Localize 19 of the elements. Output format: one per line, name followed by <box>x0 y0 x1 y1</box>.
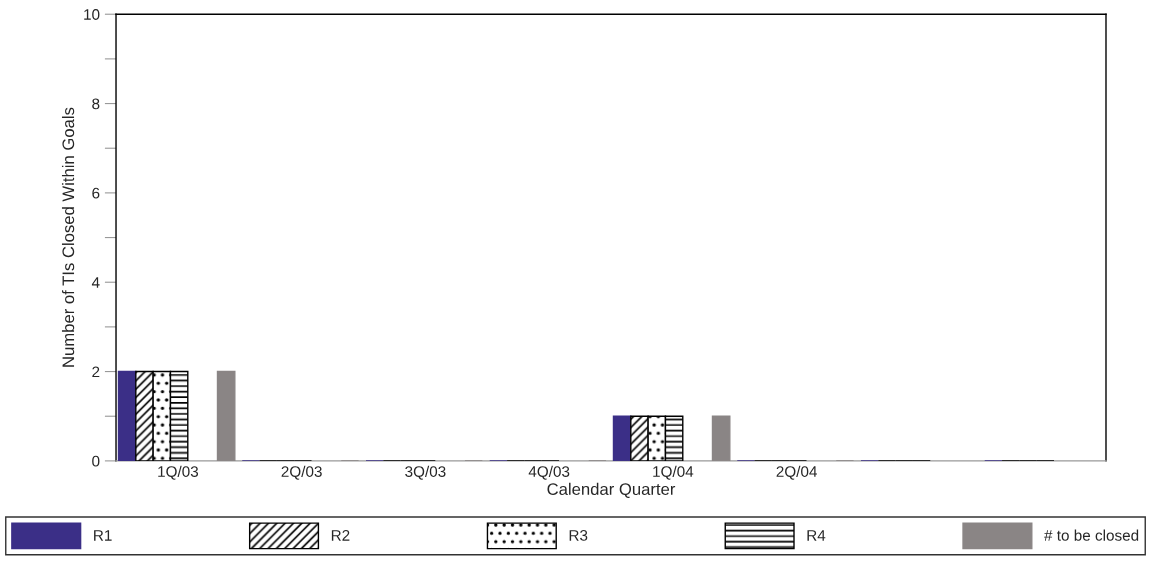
y-tick-label: 0 <box>92 455 100 467</box>
y-tick-label: 10 <box>84 9 100 20</box>
x-axis-title: Calendar Quarter <box>547 482 676 498</box>
legend-label: R2 <box>331 529 350 541</box>
legend-label: # to be closed <box>1044 529 1139 541</box>
y-axis-title: Number of TIs Closed Within Goals <box>61 107 75 367</box>
x-tick-label: 4Q/03 <box>528 465 570 480</box>
y-tick-label: 6 <box>92 187 100 199</box>
y-tick-label: 2 <box>92 366 100 378</box>
y-tick-label: 4 <box>91 277 100 288</box>
legend-label: R4 <box>807 530 826 541</box>
x-tick-label: 3Q/03 <box>405 465 446 480</box>
x-tick-label: 2Q/03 <box>281 465 322 480</box>
legend-label: R3 <box>569 529 588 541</box>
x-tick-label: 2Q/04 <box>776 465 817 480</box>
y-tick-label: 8 <box>92 98 100 110</box>
x-tick-label: 1Q/03 <box>158 465 199 480</box>
x-tick-label: 1Q/04 <box>653 465 694 480</box>
legend-label: R1 <box>94 530 112 541</box>
